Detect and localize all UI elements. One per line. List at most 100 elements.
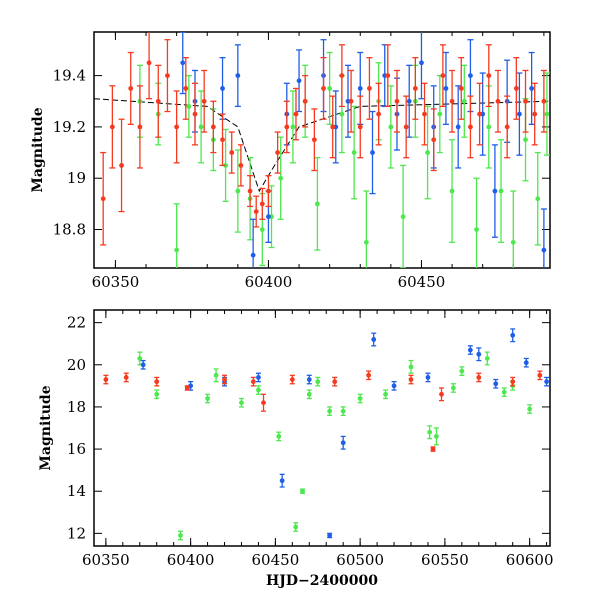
top-data-point bbox=[128, 86, 134, 91]
top-data-point bbox=[437, 111, 443, 117]
top-data-point bbox=[235, 73, 241, 79]
bottom-data-point bbox=[391, 383, 397, 389]
top-data-point bbox=[109, 124, 115, 130]
bottom-data-point bbox=[383, 391, 388, 397]
bottom-data-point bbox=[527, 406, 533, 412]
top-data-point bbox=[327, 86, 333, 91]
top-data-point bbox=[137, 124, 143, 130]
bottom-data-point bbox=[137, 356, 143, 361]
top-y-tick-label: 19.4 bbox=[53, 67, 86, 85]
bottom-data-point bbox=[501, 389, 507, 395]
top-x-tick-label: 60450 bbox=[398, 273, 446, 291]
top-data-point bbox=[180, 60, 186, 66]
top-data-point bbox=[284, 124, 290, 130]
bottom-x-tick-label: 60450 bbox=[252, 551, 300, 569]
bottom-data-point bbox=[250, 379, 256, 385]
bottom-data-point bbox=[434, 434, 439, 439]
top-y-axis-title: Magnitude bbox=[30, 107, 46, 192]
top-data-point bbox=[348, 98, 354, 104]
top-data-point bbox=[201, 98, 207, 104]
top-data-point bbox=[302, 98, 308, 104]
top-data-point bbox=[229, 150, 235, 155]
bottom-data-point bbox=[408, 377, 414, 382]
top-data-point bbox=[458, 86, 464, 91]
bottom-data-point bbox=[140, 362, 146, 368]
top-data-point bbox=[385, 73, 391, 79]
bottom-data-point bbox=[476, 351, 482, 357]
top-data-point bbox=[198, 124, 204, 130]
bottom-data-point bbox=[306, 391, 312, 397]
top-data-point bbox=[339, 111, 345, 117]
bottom-data-point bbox=[467, 347, 473, 353]
top-data-point bbox=[504, 124, 510, 130]
top-data-point bbox=[513, 86, 519, 91]
bottom-data-point bbox=[427, 429, 433, 435]
top-data-point bbox=[541, 98, 547, 104]
bottom-x-tick-label: 60400 bbox=[167, 551, 215, 569]
top-data-point bbox=[495, 98, 501, 104]
top-data-point bbox=[119, 162, 124, 168]
bottom-data-point bbox=[459, 368, 465, 374]
bottom-data-point bbox=[239, 400, 244, 406]
top-data-point bbox=[532, 111, 538, 117]
top-data-point bbox=[235, 188, 241, 194]
bottom-plot-area bbox=[103, 328, 550, 541]
top-plot-area bbox=[94, 32, 550, 268]
bottom-plot-frame bbox=[93, 309, 551, 547]
top-y-tick-label: 19.2 bbox=[53, 118, 86, 136]
bottom-data-point bbox=[315, 379, 321, 385]
top-data-point bbox=[186, 103, 192, 109]
top-data-point bbox=[400, 214, 406, 220]
top-data-point bbox=[183, 86, 189, 91]
top-data-point bbox=[357, 86, 363, 91]
top-data-point bbox=[455, 124, 461, 130]
top-data-point bbox=[238, 162, 244, 168]
top-data-point bbox=[468, 73, 473, 79]
bottom-panel: 60350 60400 60450 60500 60550 60600 12 14 16 18 20… bbox=[38, 309, 554, 589]
bottom-data-point bbox=[289, 377, 295, 382]
top-data-point bbox=[477, 111, 483, 117]
top-data-point bbox=[296, 78, 302, 84]
top-data-point bbox=[388, 124, 394, 130]
bottom-data-point bbox=[450, 385, 456, 391]
top-data-point bbox=[100, 196, 106, 202]
top-series-green bbox=[136, 51, 550, 268]
top-data-point bbox=[278, 175, 284, 181]
bottom-y-axis-title: Magnitude bbox=[38, 385, 54, 470]
bottom-data-point bbox=[279, 478, 285, 484]
top-data-point bbox=[174, 247, 180, 253]
top-data-point bbox=[146, 60, 152, 66]
top-data-point bbox=[266, 188, 271, 194]
bottom-y-tick-label: 18 bbox=[67, 398, 86, 416]
top-data-point bbox=[510, 239, 516, 245]
top-data-point bbox=[425, 150, 430, 155]
bottom-data-point bbox=[493, 381, 499, 387]
top-data-point bbox=[529, 86, 535, 91]
bottom-data-point bbox=[184, 385, 190, 391]
bottom-data-point bbox=[327, 408, 333, 414]
top-axis-ticks: 60350 60400 60450 18.8 19 19.2 19.4 bbox=[53, 32, 550, 291]
top-data-point bbox=[192, 111, 198, 117]
top-data-point bbox=[431, 137, 437, 143]
bottom-x-tick-label: 60600 bbox=[506, 551, 554, 569]
bottom-x-tick-label: 60350 bbox=[82, 551, 130, 569]
top-plot-frame bbox=[93, 31, 551, 269]
top-data-point bbox=[541, 247, 547, 253]
bottom-data-point bbox=[261, 400, 266, 406]
bottom-data-point bbox=[256, 375, 261, 380]
top-data-point bbox=[403, 124, 409, 130]
top-data-point bbox=[311, 137, 317, 143]
bottom-data-point bbox=[293, 524, 299, 530]
top-data-point bbox=[523, 98, 528, 104]
bottom-series-red bbox=[103, 370, 543, 452]
bottom-data-point bbox=[537, 372, 543, 378]
top-data-point bbox=[468, 124, 473, 130]
top-data-point bbox=[210, 124, 216, 130]
top-series-red bbox=[100, 32, 547, 246]
bottom-data-point bbox=[366, 372, 372, 378]
top-data-point bbox=[315, 201, 320, 207]
bottom-data-point bbox=[205, 396, 210, 401]
top-data-point bbox=[422, 111, 427, 117]
top-data-point bbox=[220, 86, 225, 91]
top-data-point bbox=[440, 73, 446, 79]
